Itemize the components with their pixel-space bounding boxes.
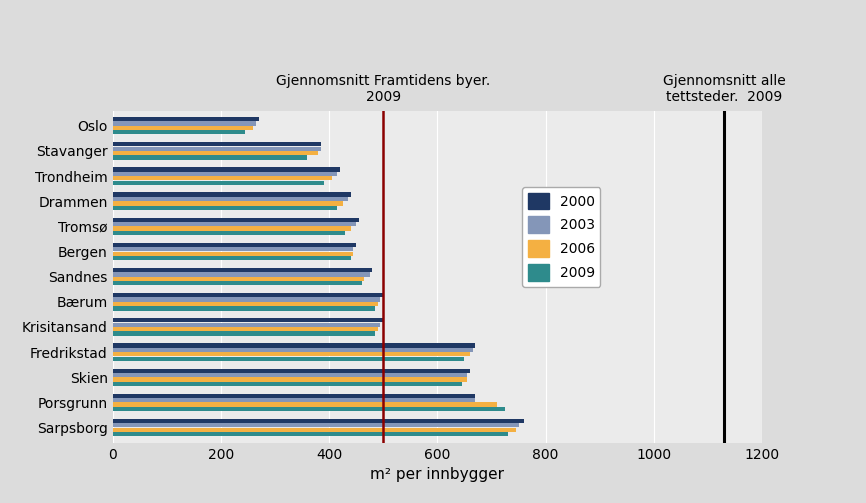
Bar <box>113 428 516 432</box>
Bar <box>113 252 353 256</box>
Bar <box>113 193 351 197</box>
Bar <box>113 277 365 281</box>
Bar <box>113 382 462 386</box>
Bar <box>113 218 359 222</box>
X-axis label: m² per innbygger: m² per innbygger <box>371 467 504 482</box>
Bar <box>113 432 507 436</box>
Bar <box>113 344 475 348</box>
Bar <box>113 306 375 310</box>
Bar <box>113 142 321 146</box>
Bar <box>113 181 324 185</box>
Bar <box>113 297 380 302</box>
Bar <box>113 327 378 331</box>
Bar <box>113 172 337 176</box>
Bar <box>113 146 321 151</box>
Bar <box>113 197 348 201</box>
Bar <box>113 176 332 181</box>
Bar <box>113 206 337 210</box>
Bar <box>113 402 497 407</box>
Bar <box>113 369 469 373</box>
Bar <box>113 243 356 247</box>
Bar <box>113 130 245 134</box>
Bar <box>113 281 362 285</box>
Bar <box>113 419 524 423</box>
Text: Gjennomsnitt alle
tettsteder.  2009: Gjennomsnitt alle tettsteder. 2009 <box>662 74 785 104</box>
Bar <box>113 318 383 322</box>
Bar <box>113 423 519 428</box>
Bar <box>113 201 343 206</box>
Bar <box>113 231 346 235</box>
Bar <box>113 117 259 121</box>
Bar <box>113 394 475 398</box>
Bar <box>113 222 356 226</box>
Bar <box>113 357 464 361</box>
Bar <box>113 126 253 130</box>
Bar <box>113 302 378 306</box>
Bar <box>113 272 370 277</box>
Bar <box>113 247 353 252</box>
Bar <box>113 256 351 260</box>
Bar <box>113 352 469 357</box>
Text: Gjennomsnitt Framtidens byer.
2009: Gjennomsnitt Framtidens byer. 2009 <box>276 74 490 104</box>
Bar <box>113 373 467 377</box>
Bar <box>113 155 307 159</box>
Bar <box>113 322 380 327</box>
Bar <box>113 293 383 297</box>
Bar <box>113 398 475 402</box>
Bar <box>113 151 319 155</box>
Bar <box>113 348 473 352</box>
Bar <box>113 377 467 382</box>
Bar <box>113 268 372 272</box>
Bar <box>113 407 505 411</box>
Bar <box>113 167 339 172</box>
Bar <box>113 331 375 336</box>
Bar <box>113 121 256 126</box>
Bar <box>113 226 351 231</box>
Legend: 2000, 2003, 2006, 2009: 2000, 2003, 2006, 2009 <box>522 187 600 287</box>
